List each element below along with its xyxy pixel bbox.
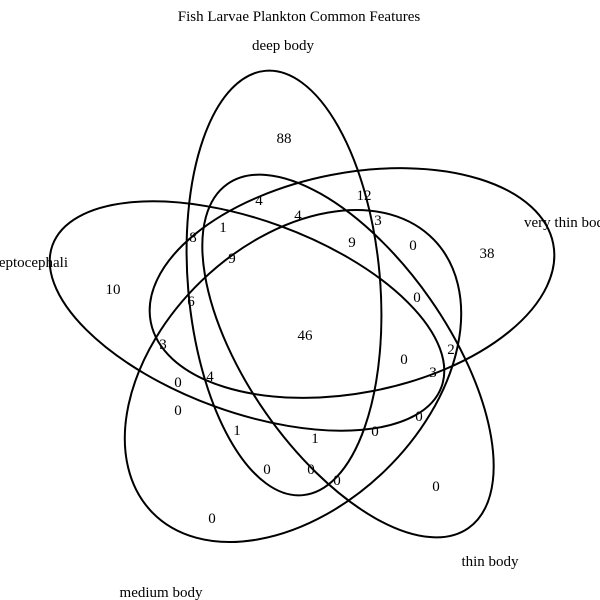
region-count: 3 bbox=[429, 365, 437, 381]
region-count: 46 bbox=[298, 328, 314, 344]
region-count: 8 bbox=[189, 230, 197, 246]
region-count: 0 bbox=[432, 479, 440, 495]
region-count: 38 bbox=[480, 246, 495, 262]
region-count: 12 bbox=[357, 188, 372, 204]
region-count: 3 bbox=[159, 337, 167, 353]
region-count: 0 bbox=[174, 403, 182, 419]
region-count: 0 bbox=[413, 290, 421, 306]
region-count: 0 bbox=[263, 462, 271, 478]
region-count: 0 bbox=[333, 473, 341, 489]
region-count: 0 bbox=[400, 352, 408, 368]
region-count: 1 bbox=[219, 220, 227, 236]
region-count: 0 bbox=[371, 424, 379, 440]
region-count: 10 bbox=[106, 282, 121, 298]
region-count: 1 bbox=[233, 423, 241, 439]
region-count: 9 bbox=[228, 251, 236, 267]
region-count: 4 bbox=[294, 208, 302, 224]
region-count: 0 bbox=[415, 409, 423, 425]
region-count: 3 bbox=[374, 213, 382, 229]
region-count: 0 bbox=[409, 238, 417, 254]
set-outline-medium-body bbox=[123, 209, 463, 543]
set-label-leptocephali: leptocephali bbox=[0, 255, 68, 271]
set-outline-thin-body bbox=[201, 173, 495, 539]
set-outline-very-thin-body bbox=[148, 167, 556, 399]
diagram-title: Fish Larvae Plankton Common Features bbox=[178, 9, 421, 25]
region-count: 0 bbox=[208, 511, 216, 527]
region-count: 0 bbox=[307, 462, 315, 478]
region-count: 1 bbox=[311, 431, 319, 447]
set-outline-leptocephali bbox=[48, 200, 446, 432]
region-count: 4 bbox=[255, 193, 263, 209]
set-label-thin-body: thin body bbox=[461, 554, 519, 570]
set-label-deep-body: deep body bbox=[252, 38, 315, 54]
region-count: 2 bbox=[447, 342, 455, 358]
region-count: 88 bbox=[277, 131, 292, 147]
set-label-very-thin-body: very thin body bbox=[524, 215, 600, 231]
region-count: 4 bbox=[206, 369, 214, 385]
set-outline-deep-body bbox=[185, 69, 383, 497]
region-count: 0 bbox=[174, 375, 182, 391]
set-label-medium-body: medium body bbox=[120, 585, 203, 600]
region-count: 6 bbox=[187, 294, 195, 310]
region-count: 9 bbox=[348, 235, 356, 251]
